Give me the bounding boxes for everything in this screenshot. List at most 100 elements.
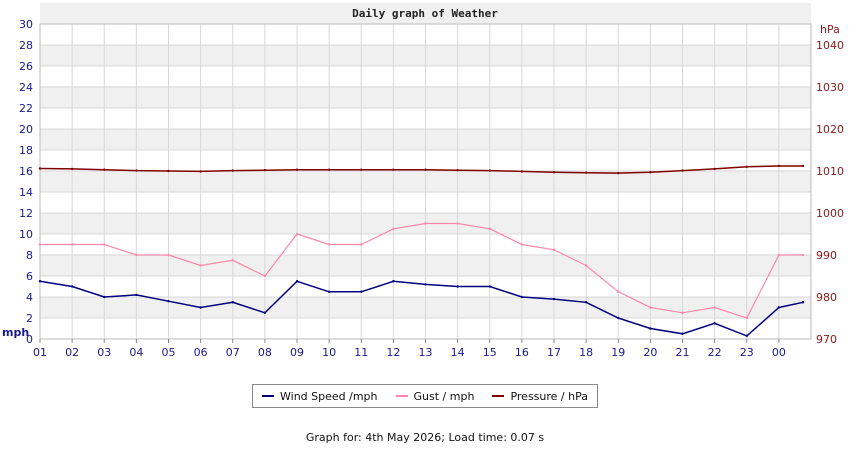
series-point xyxy=(456,168,459,172)
series-point xyxy=(745,334,748,338)
legend-label-wind: Wind Speed /mph xyxy=(280,389,378,403)
right-tick-label: 1010 xyxy=(816,165,844,178)
right-tick-label: 1030 xyxy=(816,81,844,94)
series-point xyxy=(360,168,363,171)
series-point xyxy=(199,264,202,267)
series-point xyxy=(552,248,556,251)
series-point xyxy=(392,227,395,230)
series-point xyxy=(681,311,684,314)
series-point xyxy=(231,169,234,172)
right-tick-label: 980 xyxy=(816,291,837,304)
series-point xyxy=(199,306,202,309)
grid-band xyxy=(40,3,811,24)
left-tick-label: 10 xyxy=(19,228,33,241)
left-tick-label: 8 xyxy=(26,249,33,262)
series-point xyxy=(360,290,363,293)
series-point xyxy=(167,300,170,303)
series-point xyxy=(777,164,781,168)
series-point xyxy=(713,306,716,309)
series-point xyxy=(327,168,331,171)
x-tick-label: 00 xyxy=(772,346,786,359)
left-tick-label: 14 xyxy=(19,186,33,199)
legend-label-gust: Gust / mph xyxy=(413,389,475,403)
series-point xyxy=(263,311,267,314)
series-layer xyxy=(38,164,805,338)
left-tick-label: 22 xyxy=(19,102,33,115)
series-point xyxy=(456,222,459,225)
series-point xyxy=(38,243,42,246)
x-tick-label: 14 xyxy=(451,346,465,359)
right-axis-ticks: 970 980 990 1000 1010 1020 1030 1040 xyxy=(816,39,844,346)
series-point xyxy=(584,264,588,267)
series-point xyxy=(392,168,395,171)
left-tick-label: 4 xyxy=(26,291,33,304)
series-point xyxy=(38,280,42,283)
x-tick-label: 04 xyxy=(129,346,143,359)
left-tick-label: 28 xyxy=(19,39,33,52)
series-point xyxy=(327,243,331,246)
x-tick-label: 06 xyxy=(194,346,208,359)
series-point xyxy=(552,171,556,174)
x-tick-label: 07 xyxy=(226,346,240,359)
series-point xyxy=(584,171,588,174)
series-point xyxy=(38,167,42,170)
series-point xyxy=(295,232,299,236)
x-tick-label: 13 xyxy=(419,346,433,359)
left-tick-label: 24 xyxy=(19,81,33,94)
x-tick-label: 01 xyxy=(33,346,47,359)
series-point xyxy=(263,274,267,278)
series-point xyxy=(649,306,652,309)
series-point xyxy=(392,280,395,283)
right-tick-label: 990 xyxy=(816,249,837,262)
x-tick-label: 03 xyxy=(97,346,111,359)
x-tick-label: 21 xyxy=(676,346,690,359)
x-axis-ticks: 01 02 03 04 05 06 07 08 09 10 11 12 13 14 15 16 17 18 19 20… xyxy=(33,339,786,359)
right-tick-label: 1000 xyxy=(816,207,844,220)
gust-swatch xyxy=(395,395,408,397)
series-point xyxy=(231,259,234,262)
series-point xyxy=(135,253,138,257)
left-tick-label: 0 xyxy=(26,333,33,346)
series-point xyxy=(456,285,459,288)
legend: Wind Speed /mph Gust / mph Pressure / hP… xyxy=(252,384,598,408)
series-point xyxy=(520,170,524,173)
series-point xyxy=(488,227,491,230)
series-point xyxy=(488,285,491,288)
x-tick-label: 20 xyxy=(643,346,657,359)
series-point xyxy=(584,301,588,304)
left-tick-label: 18 xyxy=(19,144,33,157)
series-point xyxy=(801,301,805,304)
series-point xyxy=(617,316,620,320)
left-axis-unit: mph xyxy=(2,326,29,339)
series-point xyxy=(713,322,716,325)
series-point xyxy=(801,164,805,168)
series-point xyxy=(777,253,781,257)
x-tick-label: 05 xyxy=(162,346,176,359)
left-tick-label: 2 xyxy=(26,312,33,325)
series-point xyxy=(199,170,202,173)
series-point xyxy=(617,171,620,175)
series-point xyxy=(360,243,363,246)
series-point xyxy=(135,169,138,172)
left-tick-label: 12 xyxy=(19,207,33,220)
left-tick-label: 6 xyxy=(26,270,33,283)
x-tick-label: 17 xyxy=(547,346,561,359)
series-point xyxy=(135,293,138,297)
series-point xyxy=(520,243,524,246)
series-point xyxy=(681,332,684,335)
series-point xyxy=(231,301,234,304)
series-point xyxy=(295,168,299,171)
legend-item-gust: Gust / mph xyxy=(395,389,475,403)
chart-title: Daily graph of Weather xyxy=(352,7,498,20)
series-point xyxy=(777,306,781,309)
legend-item-pressure: Pressure / hPa xyxy=(492,390,588,403)
x-tick-label: 15 xyxy=(483,346,497,359)
x-tick-label: 11 xyxy=(354,346,368,359)
x-tick-label: 09 xyxy=(290,346,304,359)
x-tick-label: 19 xyxy=(611,346,625,359)
series-point xyxy=(649,171,652,174)
wind-swatch xyxy=(262,395,274,397)
right-tick-label: 1040 xyxy=(816,39,844,52)
